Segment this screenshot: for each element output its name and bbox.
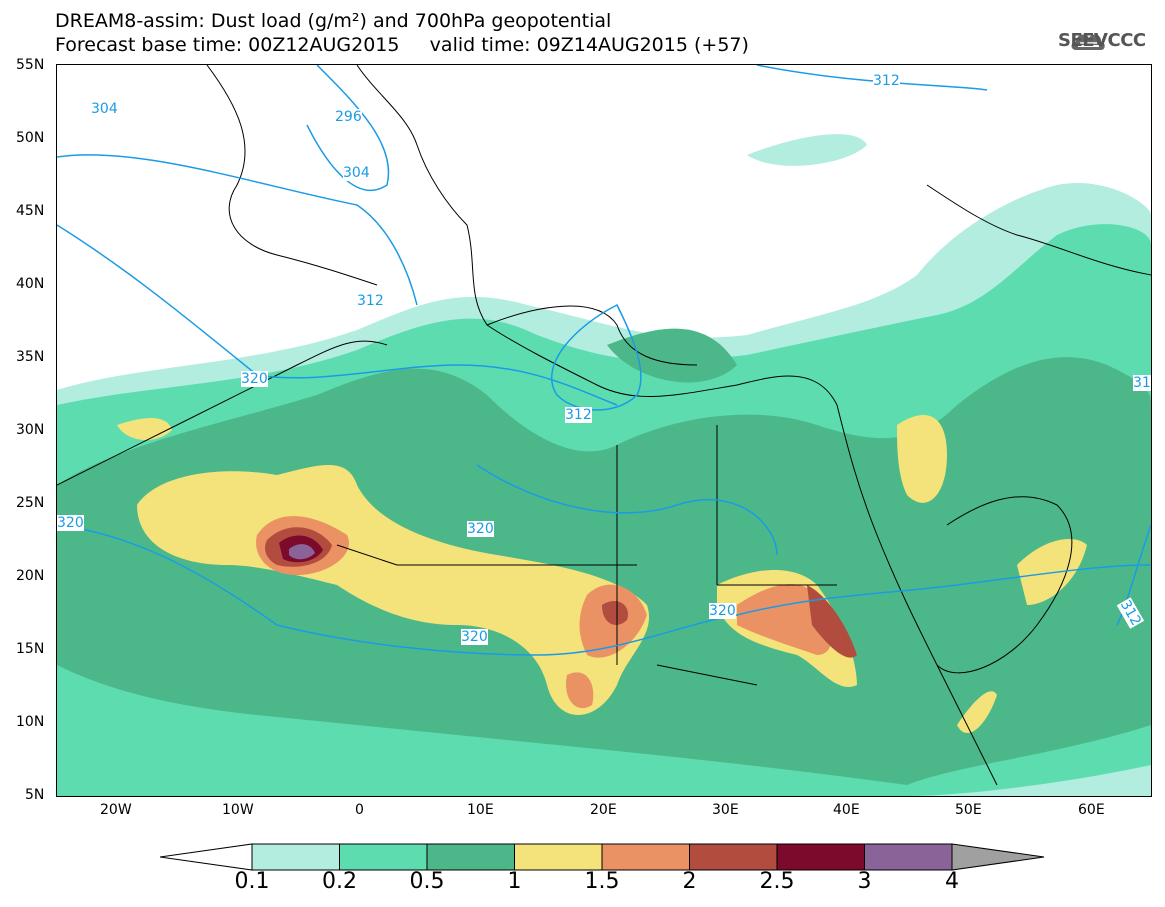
lon-label-0: 0 [355, 802, 364, 818]
contour-label-320-west: 320 [57, 515, 84, 531]
contour-label-304-west: 304 [91, 101, 118, 117]
lon-label-10e: 10E [467, 802, 494, 818]
colorbar-segment [864, 843, 953, 871]
forecast-time-line: Forecast base time: 00Z12AUG2015 valid t… [55, 34, 749, 56]
land-outlines [57, 65, 1151, 786]
colorbar-tick-label: 4 [945, 869, 959, 894]
dust-load-colorbar [160, 843, 1045, 871]
lat-label-50n: 50N [16, 130, 45, 146]
contour-label-320-chad: 320 [467, 521, 494, 537]
contour-label-312-spain: 312 [357, 293, 384, 309]
colorbar-tick-label: 1 [507, 869, 522, 894]
contour-label-31-edge: 31 [1133, 375, 1151, 391]
dust-load-map: 304 296 304 312 312 312 312 320 320 320 … [56, 64, 1152, 797]
colorbar-tick-label: 2 [682, 869, 697, 894]
lon-label-10w: 10W [222, 802, 254, 818]
dust-field-0p5 [57, 328, 1151, 785]
contour-label-296: 296 [335, 109, 362, 125]
colorbar-tick-label: 2.5 [759, 869, 795, 894]
lon-label-30e: 30E [712, 802, 739, 818]
colorbar-segment [689, 843, 778, 871]
lon-label-20e: 20E [590, 802, 617, 818]
lat-label-45n: 45N [16, 203, 45, 219]
lat-label-55n: 55N [16, 57, 45, 73]
seevccc-logo: SEEVCCC [1058, 30, 1146, 51]
contour-label-312-north: 312 [873, 73, 900, 89]
lat-label-5n: 5N [25, 787, 45, 803]
lon-label-50e: 50E [955, 802, 982, 818]
colorbar-tick-label: 0.1 [234, 869, 270, 894]
lon-label-60e: 60E [1078, 802, 1105, 818]
lon-label-40e: 40E [833, 802, 860, 818]
colorbar-tick-label: 0.5 [409, 869, 445, 894]
colorbar-segment [776, 843, 865, 871]
colorbar-segment [601, 843, 690, 871]
lon-label-20w: 20W [100, 802, 132, 818]
lat-label-15n: 15N [16, 641, 45, 657]
map-title: DREAM8-assim: Dust load (g/m²) and 700hP… [55, 10, 612, 32]
contour-label-320-niger: 320 [461, 629, 488, 645]
contour-label-304-france: 304 [343, 165, 370, 181]
colorbar-segment [426, 843, 515, 871]
geopotential-contours [57, 65, 1151, 656]
contour-label-320-sudan: 320 [709, 603, 736, 619]
dust-field-4 [289, 544, 315, 560]
colorbar-segment [514, 843, 603, 871]
colorbar-over-arrow [951, 843, 1045, 871]
lat-label-10n: 10N [16, 714, 45, 730]
cloud-icon [1071, 34, 1105, 50]
colorbar-under-arrow [160, 843, 253, 871]
lat-label-30n: 30N [16, 422, 45, 438]
contour-label-312-libya: 312 [565, 407, 592, 423]
colorbar-segment [251, 843, 340, 871]
lat-label-40n: 40N [16, 276, 45, 292]
colorbar-tick-label: 1.5 [584, 869, 620, 894]
lat-label-20n: 20N [16, 568, 45, 584]
lat-label-35n: 35N [16, 349, 45, 365]
lat-label-25n: 25N [16, 495, 45, 511]
contour-label-320-algeria: 320 [241, 371, 268, 387]
colorbar-tick-label: 0.2 [322, 869, 357, 894]
colorbar-segment [339, 843, 428, 871]
colorbar-tick-label: 3 [857, 869, 872, 894]
